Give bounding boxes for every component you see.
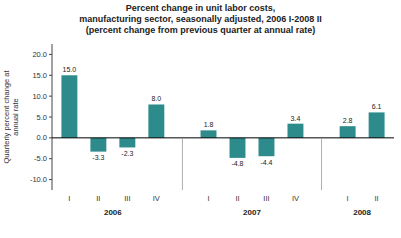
y-tick — [49, 179, 52, 180]
x-tick-label: II — [235, 194, 239, 203]
y-tick-label: 10.0 — [32, 92, 47, 101]
x-tick-label: I — [68, 194, 70, 203]
data-label: 8.0 — [151, 95, 161, 102]
data-label: 1.8 — [204, 121, 214, 128]
chart-container: Percent change in unit labor costs,manuf… — [0, 0, 401, 238]
bar — [148, 104, 164, 137]
bar — [61, 75, 77, 138]
chart-svg: Percent change in unit labor costs,manuf… — [0, 0, 401, 238]
y-tick — [49, 117, 52, 118]
y-tick-label: 5.0 — [37, 113, 47, 122]
bar — [287, 124, 303, 138]
y-tick-label: 0.0 — [37, 133, 47, 142]
bar — [201, 130, 217, 138]
zero-line — [52, 137, 394, 138]
group-divider — [182, 138, 183, 190]
data-label: -2.3 — [121, 150, 133, 157]
year-label: 2006 — [104, 208, 122, 217]
y-tick — [49, 54, 52, 55]
data-label: -4.8 — [231, 160, 243, 167]
bar — [340, 126, 356, 138]
bar — [369, 112, 385, 137]
y-label-line: Quarterly percent change at — [2, 70, 11, 164]
x-tick-label: III — [263, 194, 269, 203]
year-label: 2008 — [353, 208, 371, 217]
y-tick — [49, 158, 52, 159]
x-tick-label: II — [375, 194, 379, 203]
x-tick-label: I — [347, 194, 349, 203]
y-tick — [49, 75, 52, 76]
x-tick-label: III — [124, 194, 130, 203]
x-tick-label: IV — [153, 194, 160, 203]
bar — [119, 138, 135, 148]
year-label: 2007 — [243, 208, 261, 217]
title-line: manufacturing sector, seasonally adjuste… — [79, 14, 322, 24]
x-tick-label: I — [207, 194, 209, 203]
data-label: -4.4 — [260, 159, 272, 166]
y-tick — [49, 137, 52, 138]
data-label: 15.0 — [63, 66, 77, 73]
y-tick-label: 20.0 — [32, 50, 47, 59]
y-tick-label: 15.0 — [32, 71, 47, 80]
bars — [61, 75, 384, 158]
group-divider — [321, 138, 322, 190]
data-label: 3.4 — [291, 115, 301, 122]
title-line: Percent change in unit labor costs, — [126, 3, 276, 13]
title-line: (percent change from previous quarter at… — [86, 25, 316, 35]
bar — [230, 138, 246, 158]
data-label: 6.1 — [372, 103, 382, 110]
y-label-line: annual rate — [11, 98, 20, 136]
y-axis-label: Quarterly percent change atannual rate — [2, 70, 20, 164]
y-tick — [49, 96, 52, 97]
y-tick-label: -10.0 — [30, 175, 47, 184]
x-tick-label: II — [96, 194, 100, 203]
data-label: 2.8 — [343, 117, 353, 124]
y-tick-label: -5.0 — [34, 154, 47, 163]
chart-title: Percent change in unit labor costs,manuf… — [79, 3, 322, 35]
data-label: -3.3 — [92, 154, 104, 161]
bar — [90, 138, 106, 152]
x-tick-label: IV — [292, 194, 299, 203]
bar — [259, 138, 275, 156]
